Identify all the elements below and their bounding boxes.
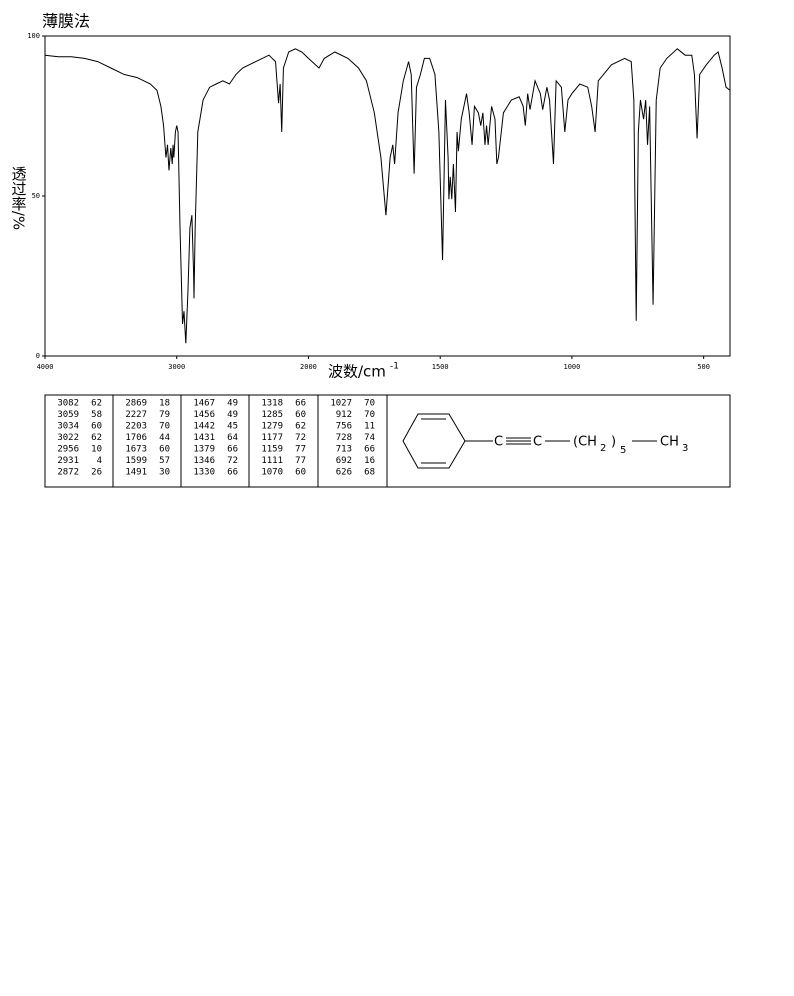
- subscript: 3: [682, 443, 688, 454]
- subscript: 2: [600, 443, 606, 454]
- peak-transmittance: 70: [364, 410, 375, 420]
- peak-wavenumber: 1070: [261, 468, 283, 478]
- peak-transmittance: 18: [159, 399, 170, 409]
- x-tick-label: 1000: [563, 363, 580, 371]
- peak-transmittance: 70: [364, 399, 375, 409]
- peak-wavenumber: 1599: [125, 456, 147, 466]
- peak-wavenumber: 2227: [125, 410, 147, 420]
- peak-table-frame: [44, 394, 731, 488]
- peak-transmittance: 16: [364, 456, 375, 466]
- peak-transmittance: 66: [227, 445, 238, 455]
- x-tick-label: 1500: [432, 363, 449, 371]
- peak-wavenumber: 1159: [261, 445, 283, 455]
- peak-wavenumber: 1027: [330, 399, 352, 409]
- peak-transmittance: 49: [227, 399, 238, 409]
- peak-transmittance: 62: [295, 422, 306, 432]
- peak-transmittance: 60: [91, 422, 102, 432]
- group-label: ): [611, 435, 616, 450]
- peak-wavenumber: 692: [336, 456, 352, 466]
- peak-transmittance: 4: [97, 456, 102, 466]
- chart-title: 薄膜法: [42, 12, 90, 31]
- peak-wavenumber: 756: [336, 422, 352, 432]
- peak-wavenumber: 3059: [57, 410, 79, 420]
- peak-transmittance: 77: [295, 456, 306, 466]
- peak-wavenumber: 1442: [193, 422, 215, 432]
- peak-transmittance: 70: [159, 422, 170, 432]
- x-tick-label: 2000: [300, 363, 317, 371]
- x-tick-label: 3000: [168, 363, 185, 371]
- peak-transmittance: 72: [295, 433, 306, 443]
- peak-transmittance: 60: [295, 410, 306, 420]
- group-label: CH: [660, 435, 679, 450]
- benzene-ring: [402, 413, 657, 469]
- peak-wavenumber: 1467: [193, 399, 215, 409]
- peak-transmittance: 62: [91, 399, 102, 409]
- peak-transmittance: 45: [227, 422, 238, 432]
- x-tick-label: 4000: [37, 363, 54, 371]
- y-tick-label: 100: [27, 32, 40, 40]
- peak-wavenumber: 1379: [193, 445, 215, 455]
- peak-transmittance: 60: [159, 445, 170, 455]
- peak-wavenumber: 1673: [125, 445, 147, 455]
- peak-wavenumber: 2869: [125, 399, 147, 409]
- peak-transmittance: 66: [295, 399, 306, 409]
- peak-wavenumber: 728: [336, 433, 352, 443]
- peak-wavenumber: 1346: [193, 456, 215, 466]
- peak-wavenumber: 626: [336, 468, 352, 478]
- peak-transmittance: 60: [295, 468, 306, 478]
- group-label: (CH: [573, 435, 597, 450]
- peak-wavenumber: 1279: [261, 422, 283, 432]
- peak-transmittance: 79: [159, 410, 170, 420]
- peak-wavenumber: 1285: [261, 410, 283, 420]
- peak-wavenumber: 1456: [193, 410, 215, 420]
- peak-wavenumber: 3082: [57, 399, 79, 409]
- peak-wavenumber: 2931: [57, 456, 79, 466]
- peak-transmittance: 62: [91, 433, 102, 443]
- atom-label: C: [494, 435, 503, 450]
- peak-wavenumber: 1318: [261, 399, 283, 409]
- x-tick-label: 500: [697, 363, 710, 371]
- y-tick-label: 50: [32, 192, 40, 200]
- peak-transmittance: 72: [227, 456, 238, 466]
- x-axis-label: 波数/cm: [328, 363, 386, 381]
- peak-transmittance: 11: [364, 422, 375, 432]
- peak-wavenumber: 3034: [57, 422, 79, 432]
- peak-wavenumber: 2872: [57, 468, 79, 478]
- peak-wavenumber: 1706: [125, 433, 147, 443]
- peak-transmittance: 66: [227, 468, 238, 478]
- peak-wavenumber: 1330: [193, 468, 215, 478]
- y-axis-label: 透过率/%: [10, 166, 28, 230]
- atom-label: C: [533, 435, 542, 450]
- peak-transmittance: 77: [295, 445, 306, 455]
- peak-wavenumber: 1177: [261, 433, 283, 443]
- peak-transmittance: 10: [91, 445, 102, 455]
- peak-transmittance: 26: [91, 468, 102, 478]
- y-tick-label: 0: [36, 352, 40, 360]
- peak-wavenumber: 912: [336, 410, 352, 420]
- peak-transmittance: 57: [159, 456, 170, 466]
- peak-transmittance: 49: [227, 410, 238, 420]
- peak-transmittance: 66: [364, 445, 375, 455]
- subscript: 5: [620, 445, 626, 456]
- peak-wavenumber: 3022: [57, 433, 79, 443]
- peak-transmittance: 74: [364, 433, 375, 443]
- peak-wavenumber: 1431: [193, 433, 215, 443]
- peak-transmittance: 58: [91, 410, 102, 420]
- peak-wavenumber: 1491: [125, 468, 147, 478]
- peak-wavenumber: 1111: [261, 456, 283, 466]
- peak-transmittance: 68: [364, 468, 375, 478]
- peak-wavenumber: 2203: [125, 422, 147, 432]
- peak-transmittance: 44: [159, 433, 170, 443]
- peak-transmittance: 30: [159, 468, 170, 478]
- peak-wavenumber: 713: [336, 445, 352, 455]
- peak-transmittance: 64: [227, 433, 238, 443]
- spectrum-line: [44, 48, 731, 344]
- x-axis-label-sup: -1: [390, 362, 399, 372]
- peak-wavenumber: 2956: [57, 445, 79, 455]
